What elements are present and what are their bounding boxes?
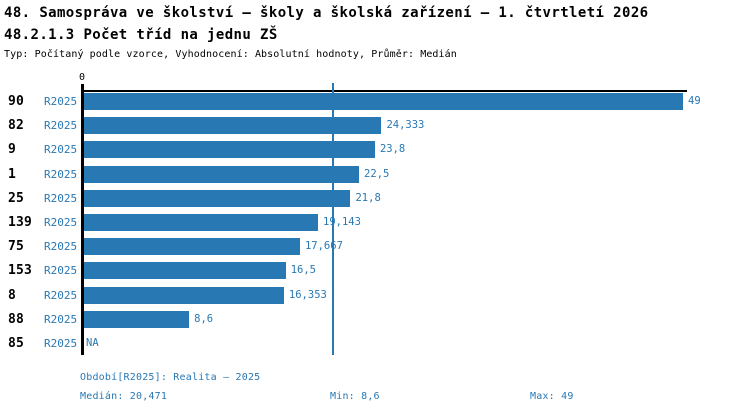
chart-row: 139 R2025 19,143 [0, 214, 750, 231]
bar-value-label: 19,143 [323, 216, 361, 228]
bar-value-label: 17,667 [304, 240, 343, 253]
bar[interactable] [84, 141, 375, 159]
row-series-label: R2025 [44, 337, 78, 350]
row-series-label: R2025 [44, 264, 78, 278]
chart-row: 82 R2025 24,333 [0, 117, 750, 135]
chart-row: 75 R2025 17,667 [0, 238, 750, 256]
row-series-label: R2025 [44, 167, 78, 181]
bar-value-label: 8,6 [194, 312, 214, 325]
bar[interactable] [84, 238, 300, 256]
row-series-label: R2025 [44, 312, 78, 326]
x-axis-zero-label: 0 [78, 72, 86, 83]
bar-value-label: 23,8 [379, 143, 406, 156]
bar-value-label: NA [86, 337, 99, 349]
bar[interactable] [84, 93, 683, 110]
bar-value-label: 16,353 [288, 288, 327, 301]
chart-row: 8 R2025 16,353 [0, 286, 750, 304]
row-category-label: 75 [8, 239, 25, 255]
bar-value-label: 22,5 [364, 167, 390, 180]
report-title: 48. Samospráva ve školství – školy a ško… [4, 5, 649, 21]
min-stat: Min: 8,6 [330, 391, 380, 402]
period-label: Období[R2025]: Realita – 2025 [80, 372, 261, 383]
x-axis-line [81, 90, 687, 92]
row-category-label: 139 [8, 215, 33, 230]
row-series-label: R2025 [44, 119, 78, 133]
row-category-label: 88 [8, 311, 25, 327]
row-category-label: 8 [8, 287, 17, 303]
row-series-label: R2025 [44, 143, 78, 157]
row-series-label: R2025 [44, 240, 78, 254]
max-stat: Max: 49 [530, 391, 574, 402]
row-category-label: 1 [8, 166, 17, 182]
row-category-label: 153 [8, 263, 33, 279]
report-meta-line: Typ: Počítaný podle vzorce, Vyhodnocení:… [4, 49, 457, 60]
chart-row: 90 R2025 49 [0, 93, 750, 110]
row-series-label: R2025 [44, 288, 78, 302]
bar[interactable] [84, 286, 284, 304]
chart-row: 9 R2025 23,8 [0, 141, 750, 159]
row-series-label: R2025 [44, 191, 78, 205]
chart-row: 1 R2025 22,5 [0, 165, 750, 183]
median-line [332, 83, 334, 355]
row-category-label: 85 [8, 336, 25, 351]
row-series-label: R2025 [44, 216, 78, 229]
chart-row: 25 R2025 21,8 [0, 189, 750, 207]
chart-row: 153 R2025 16,5 [0, 262, 750, 280]
bar-value-label: 16,5 [290, 264, 316, 277]
bar[interactable] [84, 262, 286, 280]
chart-row: 88 R2025 8,6 [0, 310, 750, 328]
bar-value-label: 24,333 [386, 119, 425, 132]
bar[interactable] [84, 310, 190, 328]
report-subtitle: 48.2.1.3 Počet tříd na jednu ZŠ [4, 27, 278, 43]
row-category-label: 90 [8, 94, 25, 109]
median-stat: Medián: 20,471 [80, 391, 168, 402]
bar-value-label: 49 [688, 95, 701, 107]
row-category-label: 25 [8, 190, 25, 206]
bar[interactable] [84, 117, 382, 135]
bar-value-label: 21,8 [355, 191, 381, 204]
row-category-label: 9 [8, 142, 17, 158]
bar[interactable] [84, 189, 351, 207]
row-category-label: 82 [8, 118, 25, 134]
row-series-label: R2025 [44, 95, 78, 108]
y-axis-line [81, 84, 84, 355]
chart-row: 85 R2025 NA [0, 335, 750, 352]
bar[interactable] [84, 214, 318, 231]
bar[interactable] [84, 165, 360, 183]
